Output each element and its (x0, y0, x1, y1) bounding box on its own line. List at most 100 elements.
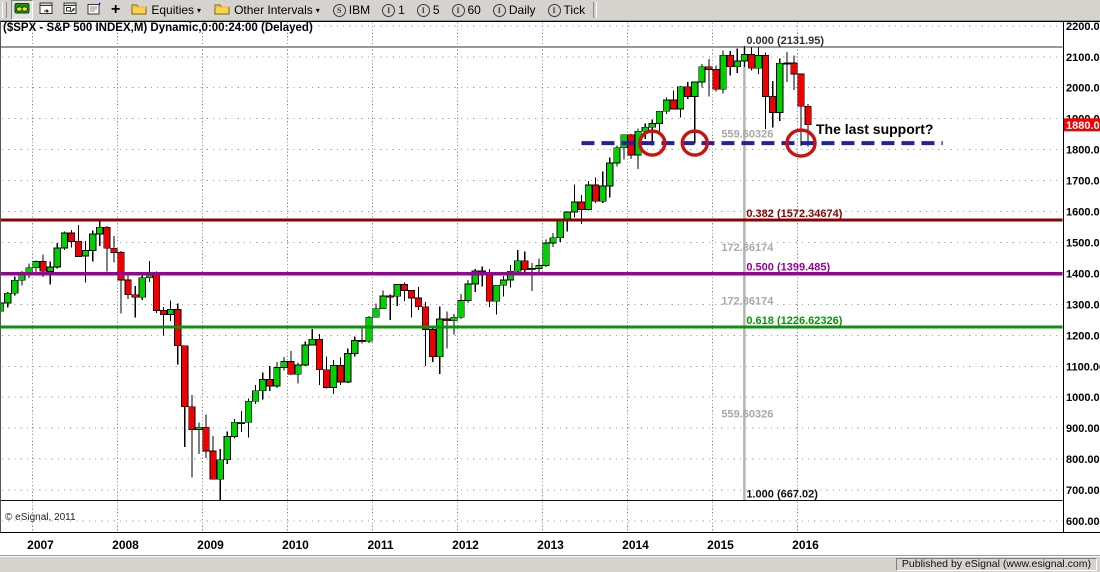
chart-background (0, 21, 1100, 557)
candle-body-2015-07 (754, 55, 763, 69)
candle-body-2015-12 (790, 62, 798, 75)
candle-body-2007-09 (89, 233, 97, 251)
candle-body-2009-10 (266, 379, 274, 387)
interval-shortcut-5[interactable]: I 5 (414, 0, 443, 20)
candle-body-2009-04 (223, 436, 231, 461)
candle-body-2011-10 (436, 318, 444, 358)
circled-i-icon: I (382, 3, 396, 17)
candle-body-2010-05 (315, 338, 323, 371)
time-axis-labels: 2007 2008 2009 2010 2011 2012 2013 2014 2015 2016 (27, 538, 819, 552)
candle-body-2007-04 (53, 247, 61, 268)
price-tick-1700: 1700.00 (1066, 176, 1100, 188)
candle-body-2015-10 (776, 62, 784, 113)
pane-borders (0, 21, 1100, 533)
price-tick-1600: 1600.00 (1066, 207, 1100, 219)
candle-body-2015-08 (762, 55, 770, 97)
main-toolbar: + Equities ▾ Other Intervals ▾ S IBM I 1… (0, 0, 1100, 21)
candle-body-2014-05 (655, 110, 663, 125)
candle-body-2009-07 (244, 400, 253, 423)
year-label-2010: 2010 (282, 538, 309, 552)
highlight-circle-2016-01 (785, 128, 817, 158)
candle-body-2010-11 (358, 340, 366, 343)
year-label-2014: 2014 (622, 538, 649, 552)
interval-shortcut-tick[interactable]: I Tick (545, 0, 589, 20)
price-tick-700: 700.00 (1066, 485, 1100, 497)
candle-body-2014-07 (669, 99, 678, 110)
candle-body-2013-03 (556, 220, 564, 239)
status-bar: Published by eSignal (www.esignal.com) (0, 555, 1100, 572)
candle-body-2012-02 (464, 283, 472, 302)
candle-body-2012-06 (492, 284, 501, 302)
candle-body-2009-05 (230, 421, 238, 437)
symbol-shortcut-ibm[interactable]: S IBM (330, 0, 373, 20)
candle-body-2009-08 (252, 390, 260, 402)
candle-body-2008-07 (159, 310, 168, 315)
candle-body-2010-04 (308, 338, 316, 346)
candle-body-2008-12 (195, 426, 203, 430)
candle-body-2010-01 (287, 361, 295, 375)
candle-body-2013-01 (542, 242, 550, 266)
candle-body-2012-01 (457, 300, 465, 318)
candle-body-2013-07 (584, 184, 593, 211)
esignal-watermark: © eSignal, 2011 (5, 512, 76, 523)
candle-body-2009-12 (280, 361, 288, 368)
candle-body-2006-10 (11, 279, 19, 294)
year-label-2008: 2008 (112, 538, 139, 552)
candle-body-2010-08 (337, 365, 345, 383)
candle-body-2012-12 (535, 264, 543, 269)
other-intervals-dropdown[interactable]: Other Intervals ▾ (211, 0, 323, 20)
candle-body-2010-09 (344, 353, 352, 383)
toolbar-separator (593, 2, 598, 18)
candle-body-2013-02 (549, 237, 557, 244)
candle-body-2012-09 (514, 260, 522, 272)
circled-i-icon: I (547, 3, 561, 17)
candle-body-2013-10 (606, 162, 614, 187)
duplicate-window-button[interactable] (59, 0, 81, 20)
candle-body-2007-12 (110, 247, 118, 253)
candle-body-2016-01 (797, 73, 805, 107)
candle-body-2014-04 (648, 123, 656, 128)
price-tick-2100: 2100.00 (1066, 52, 1100, 64)
chart-properties-button[interactable] (83, 0, 106, 20)
year-label-2007: 2007 (27, 538, 54, 552)
interval-shortcut-daily[interactable]: I Daily (490, 0, 539, 20)
fib-interval-label: 172.86174 (721, 295, 774, 307)
fib-label-0.618: 0.618 (1226.62326) (746, 315, 842, 327)
new-chart-window-button[interactable] (35, 0, 57, 20)
price-tick-1300: 1300.00 (1066, 299, 1100, 311)
candle-body-2015-03 (726, 54, 734, 68)
interval-shortcut-1[interactable]: I 1 (379, 0, 408, 20)
candle-body-2011-01 (372, 308, 380, 318)
circled-i-icon: I (492, 3, 506, 17)
candle-body-2010-02 (294, 364, 302, 375)
candle-body-2012-11 (528, 268, 536, 271)
candle-body-2014-11 (698, 66, 706, 83)
year-label-2015: 2015 (707, 538, 734, 552)
price-tick-1100: 1100.00 (1066, 361, 1100, 373)
folder-icon (131, 2, 147, 18)
circled-i-icon: I (451, 3, 465, 17)
year-label-2009: 2009 (197, 538, 224, 552)
candle-body-2012-03 (471, 270, 479, 285)
candle-body-2007-07 (74, 240, 83, 257)
interval-shortcut-label: Daily (508, 3, 536, 17)
candle-body-2008-04 (138, 277, 146, 298)
interval-shortcut-60[interactable]: I 60 (449, 0, 484, 20)
candle-body-2012-10 (521, 260, 529, 271)
equities-dropdown[interactable]: Equities ▾ (128, 0, 204, 20)
candle-body-2014-10 (691, 81, 699, 97)
candle-body-2010-10 (351, 340, 359, 354)
candle-body-2015-11 (783, 62, 791, 65)
add-symbol-button[interactable]: + (108, 0, 123, 20)
candle-body-2015-09 (769, 95, 777, 113)
quote-board-button[interactable] (11, 0, 33, 20)
toolbar-grip[interactable] (2, 2, 7, 18)
candle-body-2008-02 (124, 279, 132, 296)
candle-body-2011-03 (386, 295, 394, 298)
candle-body-2009-09 (259, 379, 267, 392)
highlight-circle-2014-10 (680, 129, 709, 157)
candle-body-2010-03 (301, 344, 309, 366)
circled-i-icon: I (416, 3, 430, 17)
candle-body-2013-11 (613, 147, 621, 164)
